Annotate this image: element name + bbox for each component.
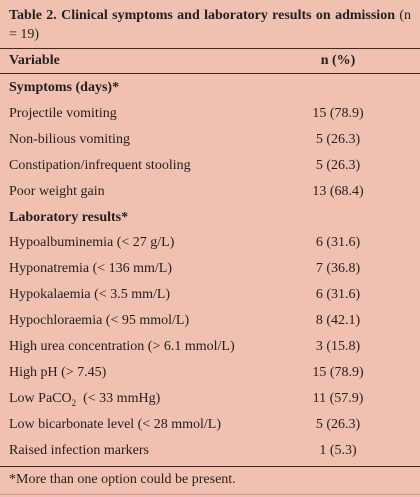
variable-cell: Non-bilious vomiting [9, 131, 130, 149]
variable: Hyponatremia (< 136 mm/L) [9, 261, 173, 277]
title-note: (n = 19) [9, 8, 411, 42]
variable: High pH (> 7.45) [9, 364, 107, 380]
n-cell: 13 (68.4) [312, 183, 364, 199]
variable-cell: Raised infection markers [9, 442, 149, 460]
variable-cell: High pH (> 7.45) [9, 364, 106, 382]
n-cell: 5 (26.3) [315, 157, 361, 173]
variable: Poor weight gain [9, 183, 105, 199]
rule [0, 73, 420, 74]
section-heading: Symptoms (days)* [9, 80, 120, 95]
variable-cell: Low PaCO2 (< 33 mmHg) [9, 390, 160, 412]
n-cell: 11 (57.9) [312, 390, 364, 406]
n-cell: 8 (42.1) [315, 313, 361, 329]
rule [0, 48, 420, 49]
n-cell: 5 (26.3) [315, 131, 361, 147]
column-header: Variable [9, 53, 60, 68]
variable: Hypochloraemia (< 95 mmol/L) [9, 313, 190, 329]
variable-cell: Hypokalaemia (< 3.5 mm/L) [9, 286, 170, 304]
n-cell: 5 (26.3) [315, 416, 361, 432]
rule [0, 466, 420, 467]
n-cell: 6 (31.6) [315, 287, 361, 303]
footnote: *More than one option could be present. [9, 472, 236, 487]
rule [0, 494, 420, 495]
variable: Low bicarbonate level (< 28 mmol/L) [9, 416, 221, 432]
variable-cell: Projectile vomiting [9, 105, 117, 123]
variable: Raised infection markers [9, 442, 149, 458]
n-cell: 3 (15.8) [315, 339, 361, 354]
title-text: Table 2. Clinical symptoms and laborator… [9, 8, 395, 23]
variable: Projectile vomiting [9, 105, 117, 121]
variable-rest: (< 33 mmHg) [83, 390, 161, 406]
n-cell: 7 (36.8) [315, 261, 361, 277]
n-cell: 1 (5.3) [319, 442, 357, 458]
n-cell: 6 (31.6) [315, 235, 361, 251]
variable: Non-bilious vomiting [9, 131, 130, 147]
subscript: 2 [71, 397, 77, 408]
variable: Low PaCO [9, 390, 72, 406]
variable-cell: Hyponatremia (< 136 mm/L) [9, 260, 172, 278]
table-title: Table 2. Clinical symptoms and laborator… [9, 6, 411, 44]
variable-cell: Constipation/infrequent stooling [9, 157, 191, 175]
n-cell: 15 (78.9) [312, 105, 364, 121]
variable-cell: Hypoalbuminemia (< 27 g/L) [9, 234, 174, 252]
variable: Hypoalbuminemia (< 27 g/L) [9, 235, 175, 251]
n-cell: 15 (78.9) [312, 364, 364, 380]
variable: Hypokalaemia (< 3.5 mm/L) [9, 287, 171, 303]
variable: Constipation/infrequent stooling [9, 157, 191, 173]
section-heading: Laboratory results* [9, 209, 129, 225]
variable-cell: Hypochloraemia (< 95 mmol/L) [9, 312, 189, 330]
column-header: n (%) [320, 53, 356, 68]
variable-cell: Low bicarbonate level (< 28 mmol/L) [9, 416, 221, 434]
variable-cell: Poor weight gain [9, 183, 105, 201]
variable: High urea concentration (> 6.1 mmol/L) [9, 339, 235, 354]
variable-cell: High urea concentration (> 6.1 mmol/L) [9, 338, 235, 356]
